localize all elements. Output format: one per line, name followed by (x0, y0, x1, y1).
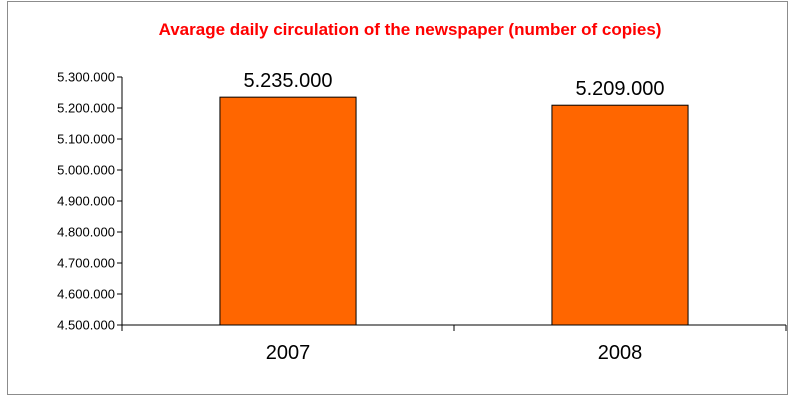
y-tick-label: 4.900.000 (57, 194, 115, 209)
y-tick-label: 5.200.000 (57, 101, 115, 116)
y-tick-label: 5.000.000 (57, 163, 115, 178)
y-tick-label: 4.500.000 (57, 318, 115, 333)
y-tick-label: 4.600.000 (57, 287, 115, 302)
y-tick-label: 4.700.000 (57, 256, 115, 271)
y-tick-label: 5.300.000 (57, 70, 115, 85)
data-label: 5.235.000 (244, 70, 333, 92)
y-tick-label: 4.800.000 (57, 225, 115, 240)
chart-title: Avarage daily circulation of the newspap… (158, 20, 662, 39)
data-label: 5.209.000 (576, 78, 665, 100)
bar (551, 104, 689, 326)
x-category-label: 2008 (598, 342, 643, 364)
y-tick-label: 5.100.000 (57, 132, 115, 147)
bar (219, 96, 357, 326)
x-category-label: 2007 (266, 342, 311, 364)
